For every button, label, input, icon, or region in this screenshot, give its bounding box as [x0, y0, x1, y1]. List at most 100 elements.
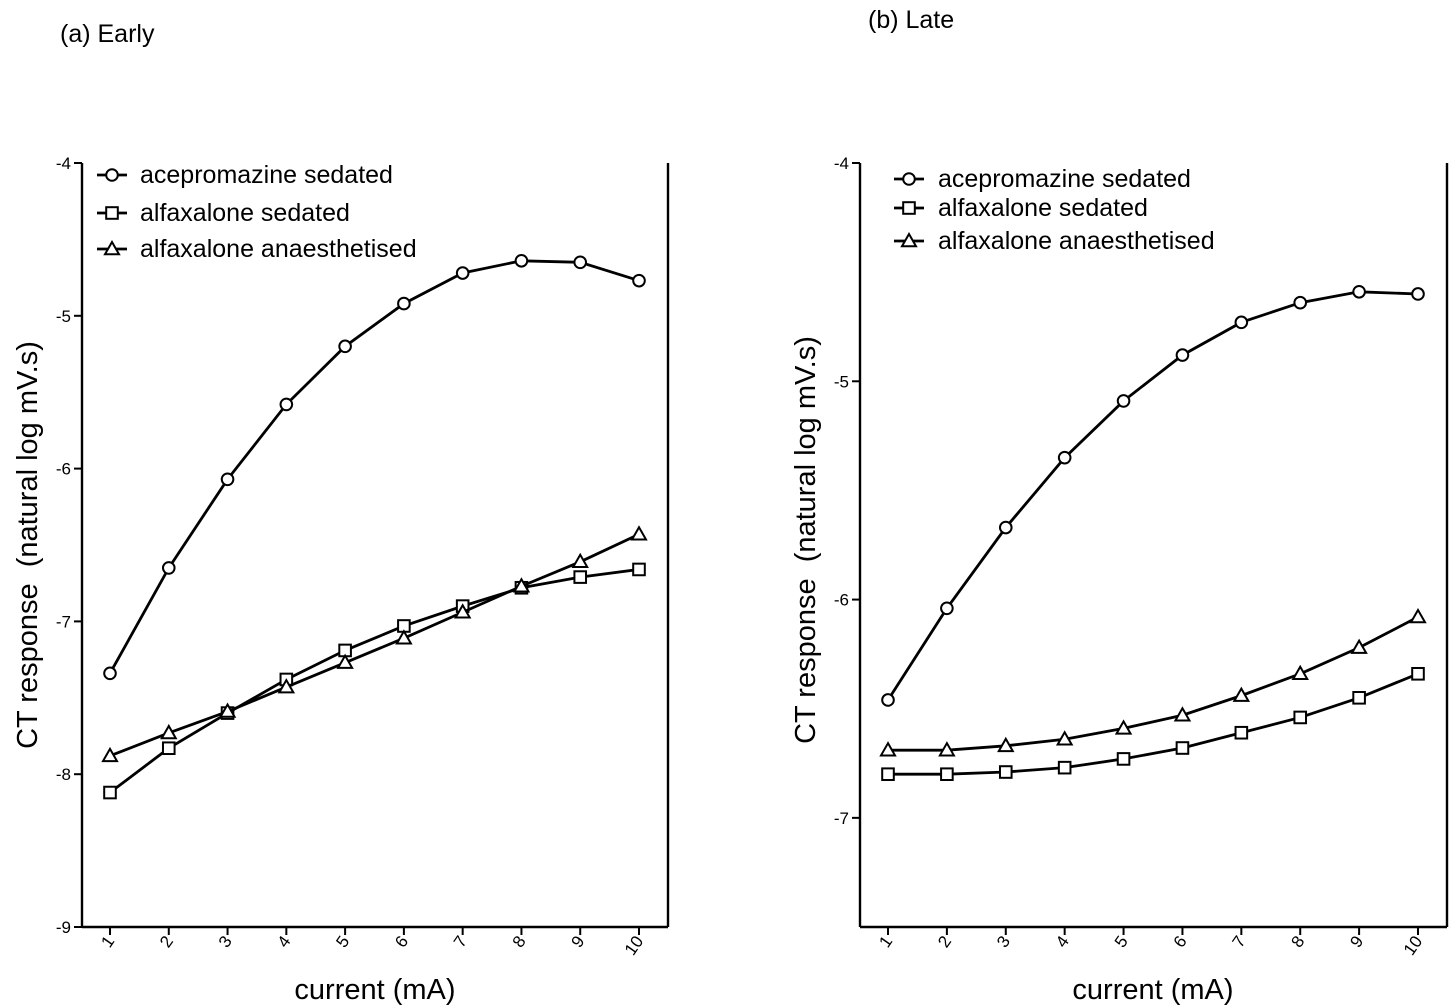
data-point	[1293, 295, 1308, 310]
y-tick-label: -6	[56, 460, 71, 479]
data-point	[1411, 666, 1425, 681]
series-line	[886, 290, 1419, 701]
data-point	[338, 339, 352, 354]
data-point	[1232, 686, 1251, 702]
x-tick-label: 2	[156, 932, 177, 951]
x-tick-label: 9	[1346, 932, 1367, 951]
legend-label: alfaxalone sedated	[140, 199, 350, 227]
data-point	[998, 520, 1013, 535]
x-tick-label: 8	[509, 932, 530, 951]
x-tick-label: 3	[993, 932, 1014, 951]
data-point	[573, 570, 588, 584]
data-point	[573, 255, 588, 270]
data-point	[1116, 394, 1131, 408]
data-point	[103, 785, 117, 800]
chart-title: (a) Early	[60, 20, 155, 48]
data-point	[1352, 284, 1366, 299]
data-point	[630, 525, 648, 541]
data-point	[395, 629, 413, 645]
data-point	[455, 266, 470, 280]
y-axis-title: CT response (natural log mV.s)	[790, 336, 822, 744]
x-axis-title: current (mA)	[1072, 974, 1233, 1006]
data-point	[938, 741, 956, 757]
data-point	[881, 693, 895, 707]
legend-marker	[103, 239, 121, 256]
x-tick-label: 10	[621, 932, 647, 958]
legend-entry: acepromazine sedated	[894, 165, 1191, 193]
data-point	[879, 741, 897, 757]
x-tick-label: 6	[391, 932, 412, 951]
x-tick-label: 7	[450, 932, 471, 951]
data-point	[571, 552, 589, 569]
data-point	[881, 767, 895, 782]
data-point	[453, 603, 472, 619]
series-triangle	[879, 608, 1427, 757]
y-tick-label: -6	[834, 591, 849, 610]
x-tick-label: 5	[1111, 932, 1132, 951]
data-point	[632, 273, 646, 288]
y-tick-label: -4	[834, 154, 849, 173]
data-point	[1114, 719, 1133, 735]
data-point	[1055, 730, 1074, 746]
data-point	[1291, 664, 1309, 681]
legend-label: alfaxalone anaesthetised	[938, 227, 1215, 255]
data-point	[1352, 691, 1366, 705]
data-point	[940, 601, 954, 616]
legend-entry: acepromazine sedated	[97, 161, 393, 189]
y-tick-label: -7	[56, 612, 71, 631]
data-point	[998, 765, 1013, 779]
y-tick-label: -7	[834, 809, 849, 828]
x-tick-label: 6	[1170, 932, 1191, 951]
data-point	[220, 472, 235, 487]
series-circle	[103, 253, 646, 681]
series-line	[888, 672, 1419, 776]
data-point	[1116, 752, 1131, 766]
data-point	[161, 741, 176, 756]
legend-label: acepromazine sedated	[938, 165, 1191, 193]
legend-label: alfaxalone anaesthetised	[140, 235, 417, 263]
data-point	[1057, 760, 1072, 775]
legend-marker	[902, 201, 916, 215]
series-triangle	[101, 525, 648, 763]
x-tick-label: 3	[215, 932, 236, 951]
data-point	[1350, 638, 1368, 654]
y-tick-label: -8	[56, 765, 71, 784]
legend-entry: alfaxalone anaesthetised	[894, 227, 1215, 255]
x-tick-label: 8	[1288, 932, 1309, 951]
x-tick-label: 5	[332, 932, 353, 951]
series-square	[881, 666, 1425, 782]
chart-panel-2: (b) Late -4 -5 -6 -7 1 2 3 4 5 6 7 8 9 10 current (mA) C…	[790, 6, 1449, 1006]
chart-panel-1: (a) Early -4 -5 -6 -7 -8 -9 1 2 3 4 5 6 7 8 9 10 current …	[12, 20, 670, 1006]
legend-entry: alfaxalone sedated	[894, 194, 1148, 222]
x-tick-label: 1	[875, 932, 896, 951]
legend-label: acepromazine sedated	[140, 161, 393, 189]
data-point	[1057, 450, 1072, 465]
legend-entry: alfaxalone sedated	[97, 199, 350, 227]
y-axis-title: CT response (natural log mV.s)	[12, 341, 44, 749]
data-point	[1234, 315, 1249, 330]
data-point	[277, 678, 296, 694]
y-tick-label: -9	[56, 918, 71, 937]
x-tick-label: 9	[568, 932, 589, 951]
series-line	[888, 615, 1419, 752]
data-point	[103, 666, 117, 681]
legend-label: alfaxalone sedated	[938, 194, 1148, 222]
data-point	[997, 736, 1015, 753]
x-tick-label: 4	[1052, 932, 1073, 951]
legend-marker	[902, 172, 916, 186]
x-tick-label: 1	[97, 932, 118, 951]
data-point	[1175, 741, 1190, 755]
x-tick-label: 2	[934, 932, 955, 951]
x-axis-title: current (mA)	[294, 974, 455, 1006]
y-tick-label: -5	[56, 307, 71, 326]
y-tick-label: -5	[834, 372, 849, 391]
data-point	[336, 653, 354, 669]
legend-entry: alfaxalone anaesthetised	[97, 235, 417, 263]
data-point	[397, 296, 411, 311]
series-line	[109, 533, 640, 758]
data-point	[1409, 608, 1427, 624]
x-tick-label: 10	[1400, 932, 1426, 958]
data-point	[161, 561, 176, 575]
legend-marker	[105, 168, 119, 182]
